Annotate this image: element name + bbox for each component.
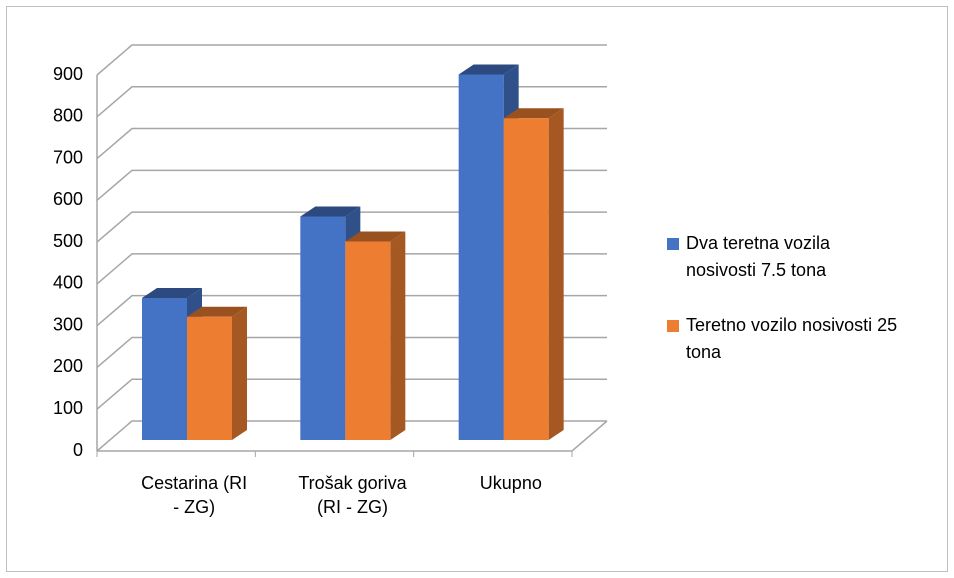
y-tick-label: 0 <box>73 440 83 460</box>
bar-face <box>142 297 187 440</box>
bar-face <box>345 231 406 242</box>
legend-swatch <box>667 238 679 250</box>
bar-face <box>345 241 391 440</box>
x-tick-label: Cestarina (RI - ZG) <box>141 473 248 517</box>
bar-face <box>300 206 361 217</box>
bar <box>503 108 564 441</box>
bar-face <box>187 306 247 317</box>
bar-face <box>232 306 247 440</box>
bar-face <box>390 231 406 440</box>
y-tick-label: 200 <box>53 356 83 376</box>
y-tick-label: 500 <box>53 231 83 251</box>
bar <box>345 231 406 440</box>
grid-line <box>96 253 607 285</box>
bar-face <box>142 287 202 298</box>
y-tick-label: 900 <box>53 64 83 84</box>
grid-line <box>96 294 607 327</box>
x-tick-label: Ukupno <box>479 473 542 493</box>
bar-face <box>548 108 564 441</box>
grid-line <box>96 336 607 369</box>
chart-border <box>6 6 948 572</box>
legend-label: Dva teretna vozila nosivosti 7.5 tona <box>686 233 831 280</box>
bar-face <box>503 118 549 441</box>
bar-face <box>187 316 232 440</box>
grid-line <box>96 127 607 160</box>
x-tick-label: Trošak goriva (RI - ZG) <box>298 473 407 517</box>
y-tick-label: 100 <box>53 398 83 418</box>
y-tick-label: 800 <box>53 106 83 126</box>
bar-face <box>300 216 346 440</box>
legend-label: Teretno vozilo nosivosti 25 tona <box>686 315 898 362</box>
legend-swatch <box>667 320 679 332</box>
grid-line <box>96 211 607 243</box>
grid-line <box>96 420 607 452</box>
bar <box>187 306 247 440</box>
grid-line <box>96 169 607 201</box>
y-tick-label: 700 <box>53 147 83 167</box>
y-tick-label: 400 <box>53 273 83 293</box>
grid-line <box>96 378 607 410</box>
bar-face <box>458 64 519 75</box>
bar-face <box>458 74 504 440</box>
grid-line <box>96 44 607 76</box>
grid-line <box>96 86 607 118</box>
y-tick-label: 300 <box>53 314 83 334</box>
y-tick-label: 600 <box>53 189 83 209</box>
bar-face <box>503 108 564 119</box>
